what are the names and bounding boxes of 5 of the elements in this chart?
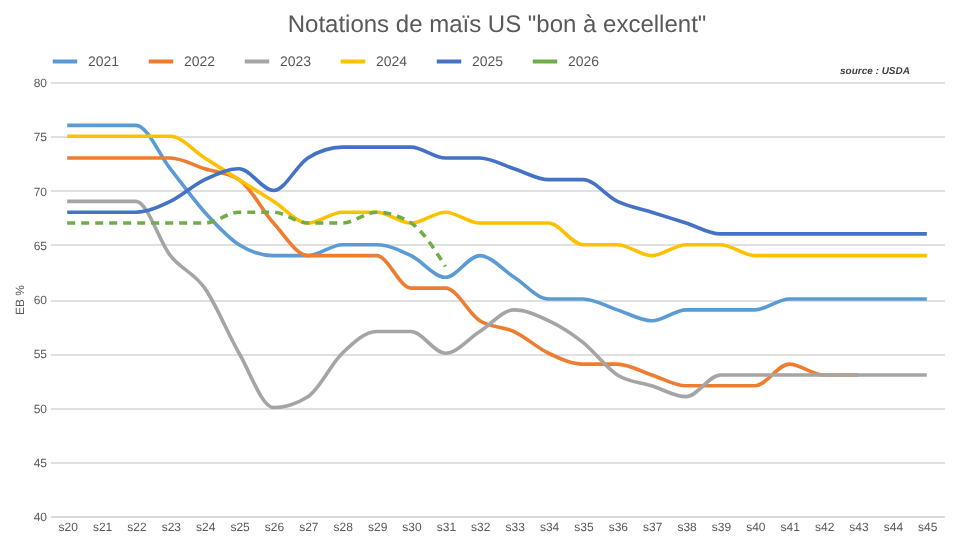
- line-series: [65, 134, 929, 258]
- line-series: [65, 199, 929, 410]
- line-series: [65, 145, 929, 236]
- chart-title: Notations de maïs US "bon à excellent": [287, 10, 707, 38]
- line-series: [65, 123, 929, 323]
